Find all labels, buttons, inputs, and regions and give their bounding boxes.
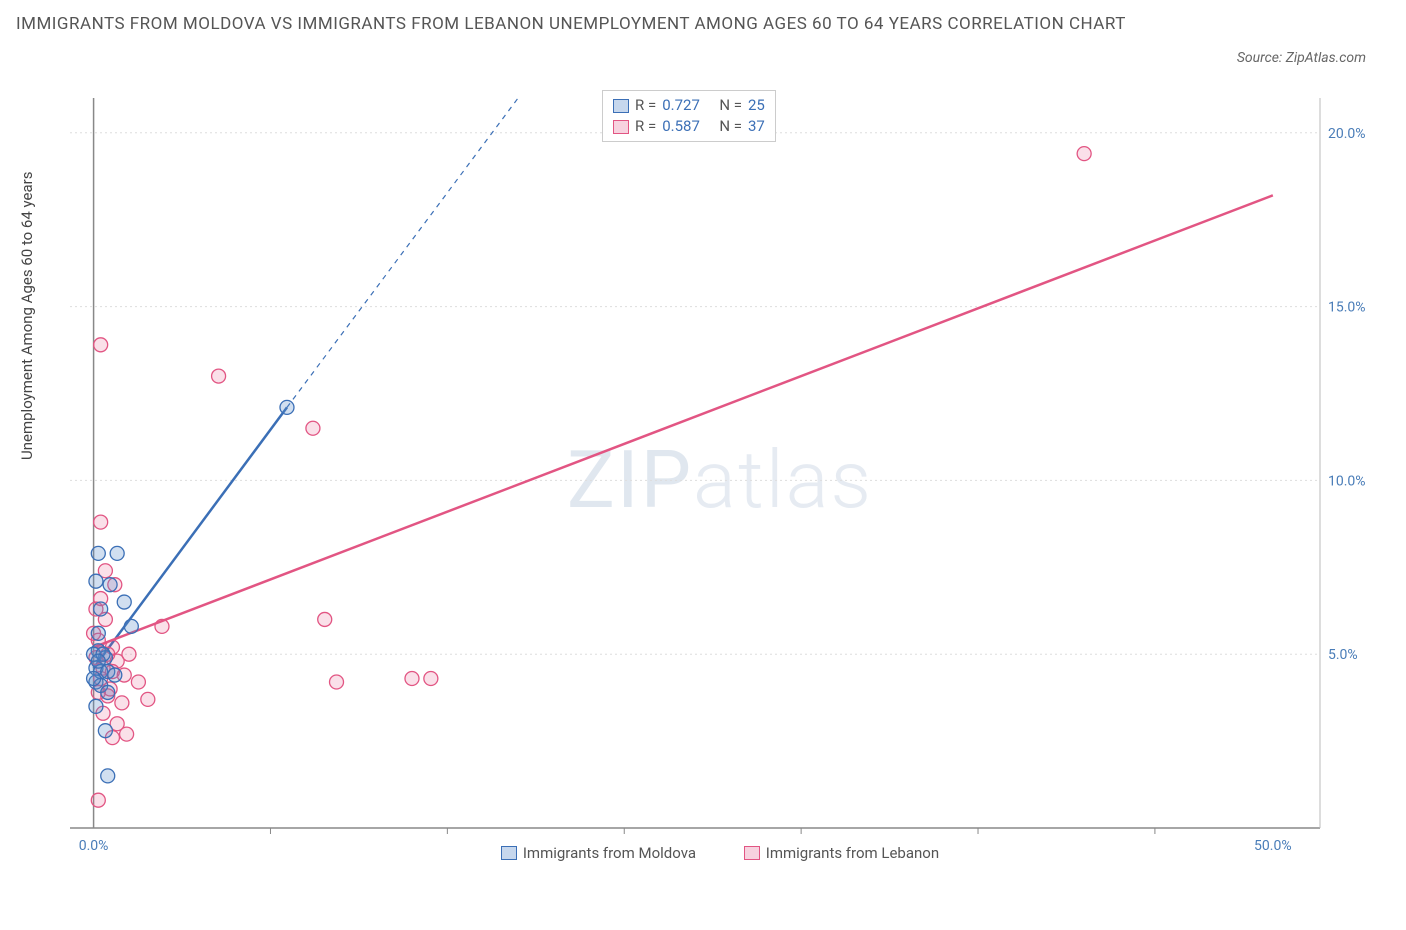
legend-item: Immigrants from Lebanon (744, 844, 939, 862)
n-value: 25 (748, 95, 765, 116)
chart-svg: 5.0%10.0%15.0%20.0% 0.0%50.0% (60, 90, 1380, 870)
svg-text:5.0%: 5.0% (1328, 647, 1358, 663)
svg-text:20.0%: 20.0% (1328, 126, 1366, 142)
source-attribution: Source: ZipAtlas.com (1237, 50, 1366, 66)
svg-text:10.0%: 10.0% (1328, 473, 1366, 489)
grid-group (70, 133, 1320, 834)
series-legend: Immigrants from Moldova Immigrants from … (60, 844, 1380, 864)
legend-item: Immigrants from Moldova (501, 844, 696, 862)
r-value: 0.727 (662, 95, 700, 116)
legend-label: Immigrants from Moldova (523, 844, 696, 862)
stats-legend-row: R = 0.727 N = 25 (613, 95, 765, 116)
legend-swatch-blue (501, 846, 517, 860)
n-label: N = (719, 116, 742, 137)
r-value: 0.587 (662, 116, 700, 137)
chart-title: IMMIGRANTS FROM MOLDOVA VS IMMIGRANTS FR… (16, 12, 1136, 38)
legend-label: Immigrants from Lebanon (766, 844, 939, 862)
svg-text:15.0%: 15.0% (1328, 300, 1366, 316)
r-label: R = (635, 116, 656, 137)
legend-swatch-pink (744, 846, 760, 860)
stats-legend: R = 0.727 N = 25 R = 0.587 N = 37 (602, 90, 776, 142)
trends-group (94, 98, 1273, 668)
points-pink (87, 147, 1092, 808)
n-label: N = (719, 95, 742, 116)
axes-group (70, 98, 1320, 828)
y-axis-title: Unemployment Among Ages 60 to 64 years (18, 172, 36, 460)
y-tick-labels: 5.0% 10.0% 15.0% 20.0% (1328, 126, 1366, 663)
r-label: R = (635, 95, 656, 116)
n-value: 37 (748, 116, 765, 137)
plot-area: ZIPatlas 5.0%10.0%15.0%20.0% 0.0%50.0% R… (60, 90, 1380, 870)
legend-swatch-pink (613, 120, 629, 134)
legend-swatch-blue (613, 99, 629, 113)
stats-legend-row: R = 0.587 N = 37 (613, 116, 765, 137)
